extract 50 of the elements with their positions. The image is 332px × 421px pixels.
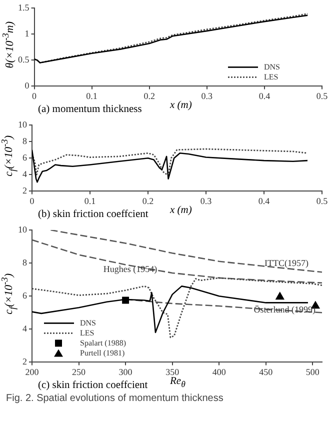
y-tick-label: 10 — [18, 119, 28, 130]
y-tick-label: 4 — [22, 169, 28, 180]
y-tick-label: 0.5 — [18, 54, 30, 64]
y-tick-label: 0 — [24, 80, 30, 91]
y-tick-label: 8 — [22, 257, 28, 268]
text: (b) skin friction coeffcient — [38, 209, 148, 220]
point — [276, 292, 284, 300]
y-tick-label: 10 — [18, 224, 28, 234]
text: (a) momentum thickness — [38, 104, 142, 115]
y-tick-label: 8 — [22, 136, 28, 146]
caption: Fig. 2. Spatial evolutions of momentum thickness — [5, 393, 224, 404]
x-axis-title: x (m) — [170, 205, 192, 216]
legend-label: Spalart (1988) — [80, 338, 126, 348]
x-axis-title: Re$_{θ}$ — [170, 376, 186, 390]
line-series — [32, 239, 322, 284]
x-tick-label: 0.5 — [316, 196, 328, 206]
y-tick-label: 6 — [22, 290, 28, 300]
legend-label: LES — [264, 72, 278, 82]
y-tick-label: 2 — [22, 186, 27, 196]
legend-label: DNS — [80, 318, 96, 328]
y-tick-label: 1.5 — [18, 2, 30, 12]
legend-label: LES — [80, 328, 94, 338]
x-tick-label: 0.3 — [201, 90, 214, 101]
x-tick-label: 400 — [212, 366, 226, 377]
x-tick-label: 0.1 — [86, 90, 98, 101]
x-tick-label: 0.1 — [84, 196, 96, 206]
x-tick-label: 0.2 — [144, 90, 155, 101]
x-tick-label: 0.5 — [316, 90, 328, 101]
x-tick-label: 450 — [259, 366, 274, 377]
annotation: ITTC(1957) — [264, 258, 308, 268]
x-tick-label: 500 — [306, 366, 320, 377]
x-tick-label: 0.4 — [258, 196, 270, 206]
annotation: Hughes (1954) — [103, 264, 158, 274]
line-series — [50, 230, 322, 273]
x-tick-label: 200 — [25, 366, 40, 377]
x-tick-label: 350 — [166, 366, 180, 377]
y-tick-label: 4 — [22, 324, 28, 334]
y-tick-label: 2 — [22, 356, 27, 367]
legend-label: Purtell (1981) — [80, 348, 125, 358]
x-tick-label: 0.4 — [258, 90, 271, 101]
x-tick-label: 300 — [118, 366, 133, 377]
x-tick-label: 0 — [32, 90, 37, 101]
y-tick-label: 6 — [22, 152, 28, 162]
text: (c) skin friction coeffcient — [38, 380, 148, 391]
x-tick-label: 0.2 — [142, 196, 154, 206]
x-axis-title: x (m) — [170, 100, 192, 111]
x-tick-label: 250 — [72, 366, 86, 377]
x-tick-label: 0.3 — [200, 196, 212, 206]
y-tick-label: 1 — [24, 28, 30, 38]
legend-label: DNS — [264, 62, 280, 72]
